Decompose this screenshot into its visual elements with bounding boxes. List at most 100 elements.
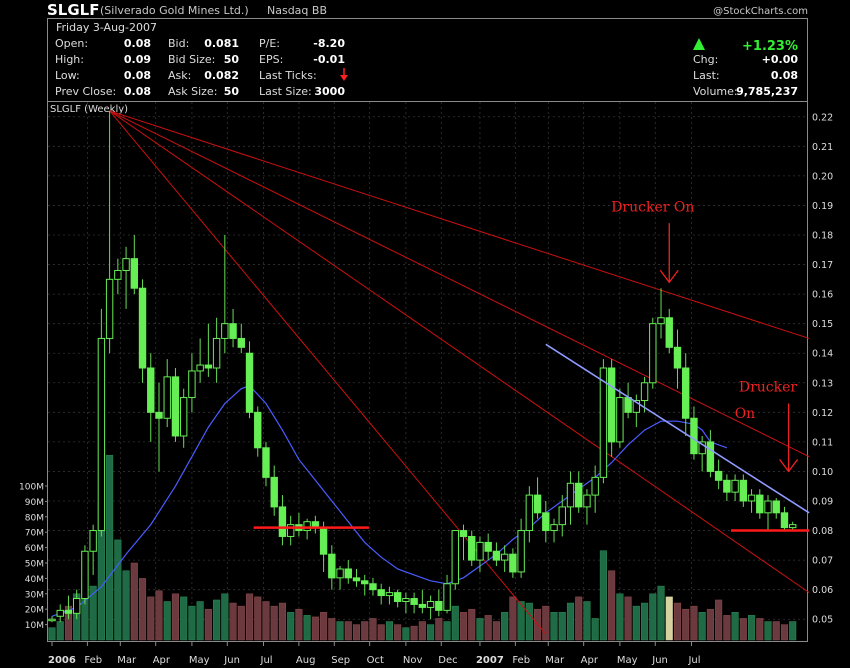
candle-body	[468, 535, 476, 561]
candle-body	[72, 598, 81, 614]
right-stats: Chg: +0.00 Last: 0.08 Volume:9,785,237	[693, 53, 798, 98]
stat-label: Ask:	[168, 69, 191, 82]
volume-tick-label: 40M	[25, 575, 44, 585]
volume-bar	[739, 618, 747, 641]
annotation-label: On	[735, 406, 756, 422]
candle-body	[114, 269, 122, 280]
volume-bar	[147, 596, 155, 641]
volume-bar	[731, 612, 739, 641]
stat-value: 0.08	[124, 69, 151, 82]
symbol: SLGLF	[47, 1, 99, 19]
fan-line	[109, 110, 810, 594]
stat-label: Last Ticks:	[259, 69, 317, 82]
volume-tick-label: 30M	[25, 590, 44, 600]
candle-body	[221, 323, 229, 339]
candle-body	[599, 367, 608, 478]
volume-bar	[278, 602, 286, 641]
candle-body	[188, 370, 196, 399]
candle-body	[673, 346, 682, 369]
candle-body	[616, 397, 624, 443]
volume-bar	[328, 618, 336, 641]
volume-bar	[229, 602, 237, 641]
x-tick-label: May	[189, 655, 210, 666]
volume-bar	[657, 585, 665, 641]
candle-body	[657, 317, 665, 325]
candle-body	[607, 367, 616, 443]
volume-tick-label: 20M	[25, 606, 44, 616]
y-tick-label: 0.22	[812, 112, 833, 123]
volume-bar	[632, 605, 640, 641]
candle-body	[254, 411, 262, 449]
x-tick-label: Apr	[581, 655, 599, 666]
stat-value: 0.09	[124, 53, 151, 66]
candle-body	[624, 397, 632, 413]
candle-body	[270, 476, 278, 508]
volume-bar	[427, 624, 435, 641]
volume-bar	[377, 624, 385, 641]
candle-body	[780, 512, 789, 529]
candle-body	[89, 530, 97, 552]
volume-bar	[616, 593, 624, 641]
candle-body	[319, 527, 328, 555]
volume-bar	[641, 602, 649, 641]
stat-value: 0.081	[204, 37, 239, 50]
candle-body	[583, 494, 591, 508]
plot-area	[47, 101, 808, 642]
x-tick-label: Mar	[117, 655, 137, 666]
volume-bar	[262, 601, 270, 641]
candle-body	[550, 524, 558, 532]
volume-bar	[171, 593, 179, 641]
candle-body	[303, 521, 311, 532]
candle-body	[56, 609, 64, 617]
stat-label: High:	[55, 53, 84, 66]
volume-bar	[492, 621, 500, 641]
y-tick-label: 0.09	[812, 497, 833, 508]
candle-body	[196, 364, 204, 372]
stat-label: Chg:	[693, 53, 718, 66]
stat-label: Open:	[55, 37, 88, 50]
candle-body	[97, 337, 106, 532]
y-tick-label: 0.06	[812, 585, 833, 596]
candle-body	[640, 382, 649, 402]
candle-body	[764, 500, 772, 514]
candle-body	[789, 524, 797, 529]
stat-label: Prev Close:	[55, 85, 116, 98]
volume-tick-label: 70M	[25, 529, 44, 539]
volume-bar	[525, 602, 533, 641]
candle-body	[81, 550, 89, 600]
volume-bar	[583, 601, 591, 641]
volume-bar	[138, 578, 147, 641]
company-name: (Silverado Gold Mines Ltd.)	[100, 4, 249, 17]
volume-bar	[254, 596, 262, 641]
volume-bar	[591, 618, 599, 641]
volume-bar	[706, 608, 714, 641]
volume-bar	[130, 562, 138, 641]
x-tick-label: Feb	[512, 655, 530, 666]
volume-bar	[748, 615, 756, 641]
candle-body	[64, 609, 73, 614]
y-tick-label: 0.12	[812, 408, 833, 419]
candle-body	[418, 603, 427, 608]
volume-bar	[204, 608, 212, 641]
candle-body	[262, 447, 270, 478]
volume-bar	[789, 621, 797, 641]
volume-bar	[402, 627, 410, 641]
annotation-arrowhead	[779, 459, 799, 473]
candle-body	[229, 323, 237, 339]
y-tick-label: 0.14	[812, 349, 833, 360]
candle-body	[558, 506, 566, 526]
volume-bar	[558, 612, 566, 641]
candle-body	[566, 482, 575, 508]
candle-body	[649, 323, 657, 384]
volume-bar	[649, 593, 657, 641]
candle-body	[682, 367, 690, 419]
volume-bar	[155, 590, 163, 641]
candle-body	[756, 494, 764, 514]
volume-bar	[780, 624, 789, 641]
candle-body	[204, 364, 213, 369]
volume-bar	[476, 618, 484, 641]
volume-bar	[673, 602, 682, 641]
y-tick-label: 0.13	[812, 378, 833, 389]
y-tick-label: 0.20	[812, 171, 833, 182]
candle-body	[517, 530, 525, 573]
